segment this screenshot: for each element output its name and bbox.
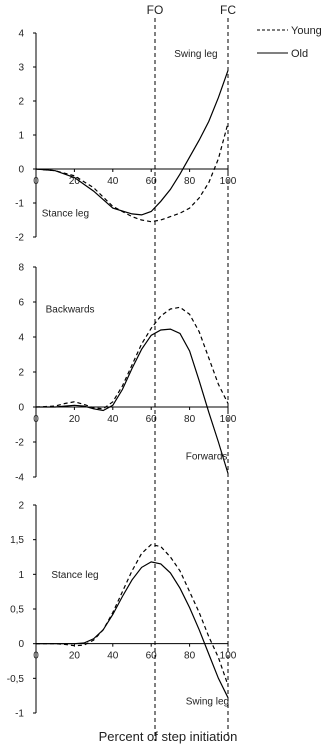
x-tick-label: 80 bbox=[184, 651, 196, 662]
y-tick-label: 0,5 bbox=[10, 605, 24, 616]
x-tick-label: 80 bbox=[184, 176, 196, 187]
annotation: Swing leg bbox=[174, 49, 217, 60]
annotation: Forwards bbox=[186, 452, 228, 463]
y-tick-label: -1 bbox=[15, 709, 24, 720]
x-tick-label: 40 bbox=[107, 414, 119, 425]
x-tick-label: 40 bbox=[107, 651, 119, 662]
x-axis-title: Percent of step initiation bbox=[99, 729, 238, 744]
annotation: Stance leg bbox=[42, 209, 89, 220]
y-tick-label: 6 bbox=[18, 298, 24, 309]
y-tick-label: 1 bbox=[18, 131, 24, 142]
y-tick-label: 2 bbox=[18, 368, 24, 379]
x-tick-label: 60 bbox=[146, 414, 158, 425]
y-tick-label: 0 bbox=[18, 639, 24, 650]
x-tick-label: 60 bbox=[146, 176, 158, 187]
y-tick-label: -0,5 bbox=[7, 674, 25, 685]
y-tick-label: 1,5 bbox=[10, 535, 24, 546]
series-line-young bbox=[35, 306, 229, 410]
annotation: Swing leg bbox=[186, 697, 229, 708]
legend-old-label: Old bbox=[291, 48, 308, 60]
y-tick-label: 4 bbox=[18, 333, 24, 344]
x-tick-label: 60 bbox=[146, 651, 158, 662]
x-tick-label: 20 bbox=[69, 651, 81, 662]
x-tick-label: 80 bbox=[184, 414, 196, 425]
x-tick-label: 0 bbox=[33, 414, 39, 425]
x-tick-label: 0 bbox=[33, 651, 39, 662]
y-tick-label: -2 bbox=[15, 233, 24, 244]
series-line-old bbox=[36, 328, 229, 474]
fc-label: FC bbox=[220, 3, 236, 17]
y-tick-label: 8 bbox=[18, 263, 24, 274]
series-line-young bbox=[36, 543, 229, 686]
series-line-old bbox=[35, 70, 229, 216]
legend: Young Old bbox=[257, 25, 322, 60]
x-tick-label: 0 bbox=[33, 176, 39, 187]
y-tick-label: 1 bbox=[18, 570, 24, 581]
legend-young-label: Young bbox=[291, 25, 322, 37]
y-tick-label: -2 bbox=[15, 438, 24, 449]
fo-label: FO bbox=[147, 3, 164, 17]
series-line-old bbox=[36, 561, 229, 698]
y-tick-label: 2 bbox=[18, 97, 24, 108]
annotation: Stance leg bbox=[51, 570, 98, 581]
series-line-young bbox=[35, 122, 229, 223]
y-tick-label: 0 bbox=[18, 165, 24, 176]
y-tick-label: -1 bbox=[15, 199, 24, 210]
annotation: Backwards bbox=[46, 305, 95, 316]
x-tick-label: 40 bbox=[107, 176, 119, 187]
y-tick-label: 0 bbox=[18, 403, 24, 414]
y-tick-label: 4 bbox=[18, 29, 24, 40]
y-tick-label: 2 bbox=[18, 501, 24, 512]
x-tick-label: 20 bbox=[69, 176, 81, 187]
x-tick-label: 20 bbox=[69, 414, 81, 425]
y-tick-label: -4 bbox=[15, 473, 24, 484]
y-tick-label: 3 bbox=[18, 63, 24, 74]
